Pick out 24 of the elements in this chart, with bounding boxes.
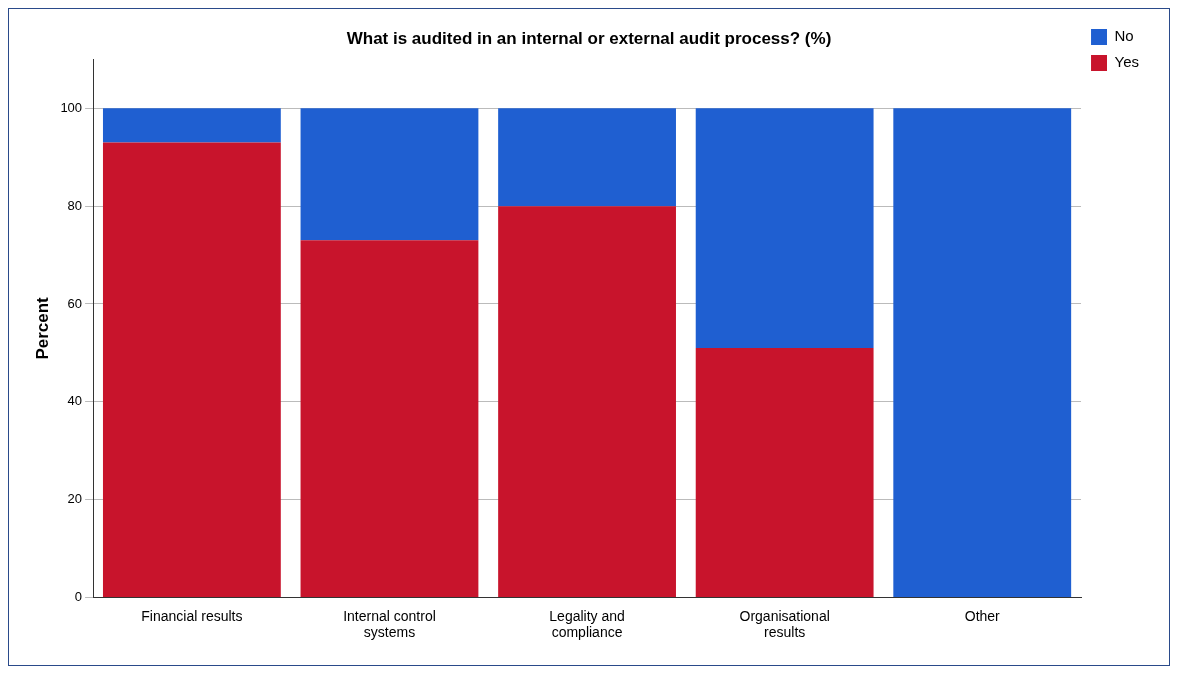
x-tick-label: Organisational results	[739, 607, 830, 641]
y-tick-label: 40	[67, 393, 83, 409]
bar	[102, 142, 281, 597]
bar	[695, 347, 874, 597]
x-tick-label: Other	[964, 607, 1001, 624]
legend-label: Yes	[1114, 53, 1140, 71]
x-tick-label: Internal control systems	[343, 607, 436, 641]
y-tick-label: 100	[60, 99, 83, 115]
bar	[498, 108, 676, 207]
bar	[300, 240, 479, 597]
bar	[695, 108, 874, 348]
y-tick-label: 80	[67, 197, 83, 213]
bar	[300, 108, 479, 241]
legend-label: No	[1114, 27, 1134, 45]
chart-title: What is audited in an internal or external audit process? (%)	[346, 28, 832, 48]
bar	[498, 206, 676, 597]
bar	[893, 108, 1072, 597]
y-tick-label: 60	[67, 295, 83, 311]
y-axis-title: Percent	[32, 296, 52, 360]
y-tick-label: 20	[67, 491, 83, 507]
x-tick-label: Financial results	[141, 607, 243, 624]
y-tick-label: 0	[74, 588, 83, 604]
bar	[102, 108, 281, 143]
x-tick-label: Legality and compliance	[549, 607, 625, 641]
